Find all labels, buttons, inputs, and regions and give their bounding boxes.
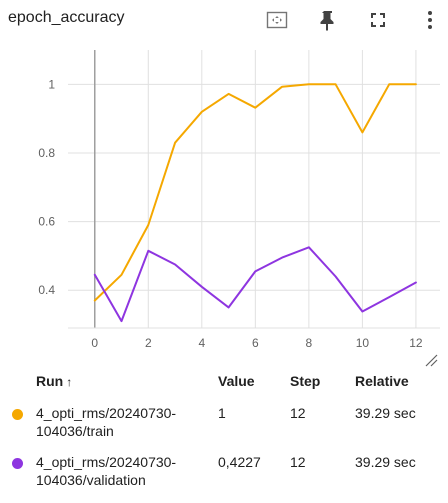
run-name: 4_opti_rms/20240730- 104036/validation: [36, 453, 216, 489]
run-relative: 39.29 sec: [355, 405, 416, 421]
pin-icon[interactable]: [316, 8, 340, 32]
x-tick-label: 12: [409, 336, 423, 350]
run-color-dot: [12, 458, 23, 469]
more-vert-icon[interactable]: [418, 8, 442, 32]
relative-column-header[interactable]: Relative: [355, 373, 409, 389]
table-row[interactable]: 4_opti_rms/20240730- 104036/train 1 12 3…: [0, 404, 448, 454]
x-tick-label: 2: [145, 336, 152, 350]
run-name-line: 4_opti_rms/20240730-: [36, 454, 177, 470]
y-tick-label: 0.4: [38, 283, 55, 297]
run-relative: 39.29 sec: [355, 454, 416, 470]
line-chart[interactable]: 0.4 0.6 0.8 1 0 2 4 6 8 10 12: [0, 40, 448, 375]
x-tick-label: 6: [252, 336, 259, 350]
series-line: [93, 83, 417, 302]
step-column-header[interactable]: Step: [290, 373, 321, 389]
x-tick-label: 8: [306, 336, 313, 350]
table-row[interactable]: 4_opti_rms/20240730- 104036/validation 0…: [0, 453, 448, 503]
card-header: epoch_accuracy: [0, 0, 448, 40]
value-column-header[interactable]: Value: [218, 373, 255, 389]
x-tick-label: 10: [356, 336, 370, 350]
run-name: 4_opti_rms/20240730- 104036/train: [36, 404, 216, 440]
fit-domain-icon[interactable]: [265, 8, 289, 32]
resize-handle-icon[interactable]: [425, 354, 438, 367]
chart-title: epoch_accuracy: [8, 9, 125, 26]
run-color-dot: [12, 409, 23, 420]
run-header-label: Run: [36, 373, 64, 389]
series-line: [93, 246, 417, 323]
run-step: 12: [290, 405, 306, 421]
run-value: 1: [218, 405, 226, 421]
run-name-line: 4_opti_rms/20240730-: [36, 405, 177, 421]
y-tick-label: 0.8: [38, 146, 55, 160]
y-axis-ticks: 0.4 0.6 0.8 1: [38, 77, 55, 297]
x-tick-label: 4: [198, 336, 205, 350]
fullscreen-icon[interactable]: [366, 8, 390, 32]
x-axis-ticks: 0 2 4 6 8 10 12: [91, 336, 422, 350]
run-name-line: 104036/train: [36, 423, 114, 439]
run-step: 12: [290, 454, 306, 470]
y-tick-label: 1: [48, 77, 55, 91]
run-column-header[interactable]: Run ↑: [36, 373, 72, 389]
y-tick-label: 0.6: [38, 215, 55, 229]
sort-ascending-icon[interactable]: ↑: [66, 375, 73, 389]
chart-grid: [68, 50, 440, 329]
run-value: 0,4227: [218, 454, 261, 470]
x-tick-label: 0: [91, 336, 98, 350]
chart-series: [93, 83, 417, 323]
run-name-line: 104036/validation: [36, 472, 146, 488]
